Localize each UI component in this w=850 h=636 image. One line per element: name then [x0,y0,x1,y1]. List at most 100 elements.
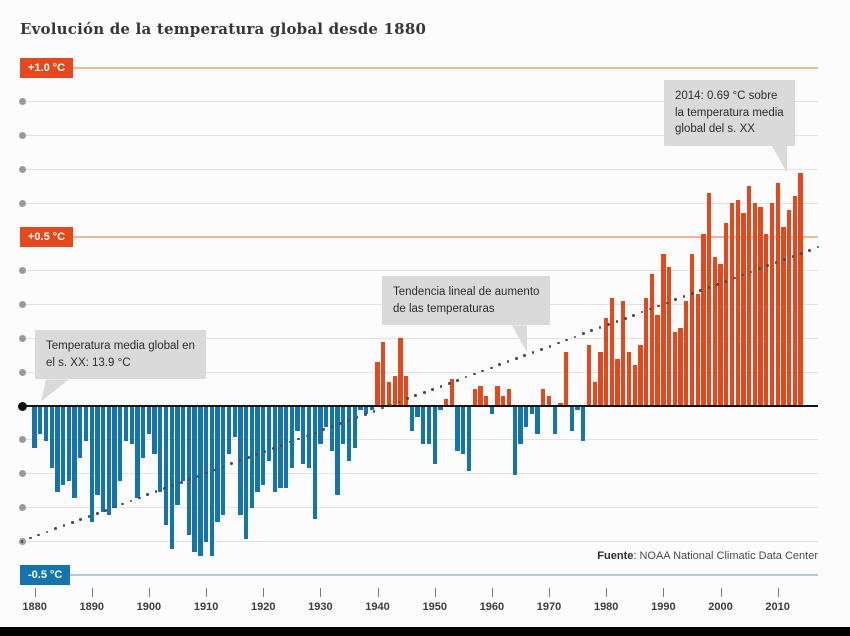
temperature-bar-1897 [129,407,134,445]
temperature-bar-1938 [363,407,369,414]
temperature-bar-1966 [524,407,529,428]
temperature-bar-1979 [598,351,603,406]
gridline [22,168,818,170]
temperature-bar-1973 [564,351,569,406]
temperature-bar-1895 [118,407,123,482]
temperature-bar-1928 [306,407,312,468]
temperature-bar-1935 [346,407,352,462]
x-axis-tick [663,588,665,597]
trend-line-dot [632,313,635,317]
trend-line-dot [263,450,267,453]
temperature-bar-1927 [301,407,306,465]
gridline-dot [18,165,26,173]
x-tick-label-1920: 1920 [250,601,276,613]
x-axis-tick [320,588,322,597]
temperature-bar-1952 [444,399,449,406]
temperature-bar-2012 [786,209,792,406]
temperature-bar-1900 [146,407,152,435]
temperature-bar-2009 [769,203,775,406]
trend-line-dot [774,261,778,264]
trend-line-dot [313,431,317,435]
trend-line-dot [481,369,485,373]
temperature-bar-1924 [283,407,289,489]
gridline [22,101,818,103]
temperature-bar-2004 [741,213,746,406]
trend-line-dot [757,267,761,271]
temperature-bar-1912 [215,407,220,522]
temperature-bar-1964 [512,407,517,475]
temperature-bar-1950 [432,407,437,465]
temperature-bar-2001 [724,223,729,406]
temperature-bar-1881 [38,407,43,435]
trend-line-dot [816,245,820,249]
x-axis-tick [606,588,608,597]
temperature-bar-1982 [615,358,620,406]
trend-line-dot [565,338,568,342]
temperature-bar-1983 [621,301,626,406]
trend-line-dot [70,521,74,524]
temperature-bar-2014 [798,172,803,406]
temperature-bar-1956 [466,407,472,472]
trend-line-dot [154,490,158,493]
x-axis-tick [148,588,150,597]
temperature-bar-1991 [666,267,672,406]
trend-line-dot [515,357,518,360]
trend-line-dot [238,459,242,463]
gridline-dot [18,267,26,275]
trend-line-dot [498,363,501,367]
callout-text-line: el s. XX: 13.9 °C [46,356,131,369]
trend-line-dot [473,372,476,376]
temperature-bar-1989 [655,314,660,406]
trend-line-dot [716,282,719,286]
source-label: Fuente [597,550,634,562]
trend-line-dot [380,406,384,410]
temperature-bar-1907 [186,407,192,536]
temperature-bar-1999 [712,257,717,406]
temperature-bar-1886 [66,407,72,482]
callout-mean-temperature: Temperatura media global en el s. XX: 13… [35,330,206,402]
trend-line-dot [364,412,367,416]
temperature-bar-1959 [484,395,489,406]
temperature-bar-1960 [489,407,495,414]
trend-line-dot [389,403,392,407]
temperature-bar-1887 [72,407,77,499]
temperature-bar-1933 [335,407,340,495]
trend-line-dot [590,329,594,333]
temperature-bar-1994 [684,301,689,406]
temperature-bar-1917 [243,407,249,539]
trend-line-dot [171,484,175,487]
temperature-bar-1932 [329,407,334,451]
temperature-bar-1903 [163,407,169,526]
temperature-bar-1992 [672,331,677,406]
trend-line-dot [447,381,451,385]
callout-text-line: 2014: 0.69 °C sobre [675,90,778,102]
trend-line-dot [221,465,225,469]
trend-line-dot [87,515,91,518]
trend-line-dot [414,394,418,398]
temperature-bar-1990 [661,253,666,406]
temperature-bar-1920 [261,407,266,485]
x-tick-label-2010: 2010 [765,601,790,613]
callout-text-line: global del s. XX [675,123,755,136]
x-tick-label-1960: 1960 [479,601,505,613]
x-tick-label-1940: 1940 [365,601,390,613]
temperature-bar-1925 [289,407,294,468]
temperature-bar-1929 [312,407,317,519]
x-axis-tick [720,588,722,597]
temperature-bar-1953 [449,378,454,406]
gridline [22,473,818,475]
temperature-bar-1923 [278,407,283,489]
gridline-dot [18,301,26,309]
temperature-bar-1980 [604,318,609,406]
temperature-bar-2002 [729,203,735,406]
gridline [22,135,818,137]
temperature-bar-1993 [678,328,683,406]
temperature-bar-2005 [746,186,752,406]
temperature-bar-1926 [295,407,300,431]
trend-line-dot [598,326,602,329]
trend-line-dot [548,344,552,348]
x-tick-label-1910: 1910 [193,601,219,613]
temperature-bar-2000 [718,264,723,406]
gridline [22,540,818,542]
